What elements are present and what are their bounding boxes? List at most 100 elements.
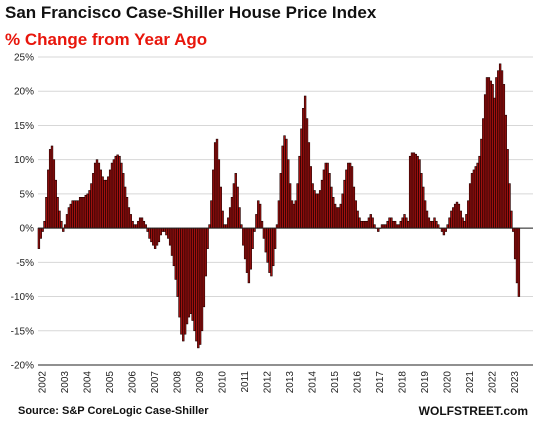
bar (405, 217, 408, 229)
bar (210, 200, 213, 229)
bar (77, 200, 80, 229)
bar (508, 183, 511, 229)
bar (307, 142, 311, 229)
bar (429, 220, 432, 229)
y-tick-label: -20% (11, 361, 34, 372)
bar (452, 207, 455, 229)
bar (47, 169, 50, 229)
bar (114, 155, 117, 229)
bar (309, 166, 312, 229)
bar (93, 162, 97, 229)
bar (43, 220, 46, 229)
bar (392, 220, 395, 229)
bar (240, 224, 243, 229)
bar (260, 220, 264, 229)
y-tick-label: 10% (14, 155, 34, 166)
bar (390, 217, 393, 229)
bar (170, 227, 174, 256)
bar (168, 227, 172, 246)
bar (371, 217, 374, 229)
bar (110, 162, 114, 229)
y-axis-ticks: -20% -15% -10% -5% 0% 5% 10% 15% 20% 25% (11, 53, 34, 372)
bar (133, 224, 136, 229)
bar (146, 227, 149, 232)
bar (450, 210, 453, 229)
bar (489, 80, 492, 229)
chart-title: San Francisco Case-Shiller House Price I… (5, 3, 377, 22)
bar (476, 162, 479, 229)
bar (253, 227, 256, 232)
bar (444, 227, 447, 232)
bar (187, 227, 191, 318)
bar (303, 95, 307, 229)
bar (249, 227, 252, 270)
x-axis-ticks: 2002 2003 2004 2005 2006 2007 2008 2009 2010 2011… (38, 371, 522, 394)
x-tick-label: 2010 (218, 371, 229, 394)
bar (131, 220, 134, 229)
bar (497, 70, 500, 229)
bar (223, 224, 226, 229)
bar (347, 162, 350, 229)
bar (414, 153, 417, 229)
bar (315, 193, 318, 229)
bar (63, 224, 67, 229)
bar (510, 210, 513, 229)
bar (386, 220, 389, 229)
y-tick-label: 25% (14, 53, 34, 64)
bar (144, 224, 147, 229)
bar (232, 183, 236, 229)
bar (101, 176, 104, 229)
bar (453, 203, 457, 229)
bar (198, 227, 202, 345)
bar (122, 173, 125, 229)
bar (129, 214, 132, 229)
bar (73, 200, 76, 229)
bar (401, 217, 404, 229)
bar (39, 227, 42, 239)
bar (455, 201, 459, 229)
bar (369, 214, 372, 229)
bar (343, 179, 346, 229)
bar (356, 210, 359, 229)
bar (56, 197, 59, 229)
bar (416, 155, 419, 229)
bar (37, 227, 41, 249)
bar (350, 166, 354, 229)
bar (236, 186, 239, 229)
bar (517, 227, 521, 297)
bar (448, 217, 451, 229)
bar (180, 227, 183, 335)
bar (498, 63, 502, 229)
bar (155, 227, 159, 246)
bar (142, 220, 146, 229)
bar (320, 179, 324, 229)
x-tick-label: 2012 (263, 371, 274, 394)
bar (60, 220, 63, 229)
bar (219, 186, 222, 229)
bar (474, 166, 477, 229)
bar (395, 224, 399, 229)
bar (182, 227, 185, 342)
bar (123, 186, 127, 229)
bar (463, 220, 466, 229)
bar (243, 227, 247, 260)
bar (322, 169, 326, 229)
bar (118, 155, 121, 229)
site-credit: WOLFSTREET.com (418, 404, 528, 418)
bar (487, 77, 491, 229)
bar (50, 145, 54, 229)
bar (425, 210, 429, 229)
bar (217, 159, 221, 229)
bar (410, 152, 414, 229)
bar (107, 176, 110, 229)
bar (339, 203, 342, 229)
bar (290, 200, 294, 229)
x-tick-label: 2008 (173, 371, 184, 394)
bar (348, 162, 352, 229)
bar (326, 162, 329, 229)
bar (468, 183, 472, 229)
x-tick-label: 2018 (398, 371, 409, 394)
bar (493, 97, 496, 229)
bar (65, 214, 69, 229)
bar (377, 227, 380, 232)
